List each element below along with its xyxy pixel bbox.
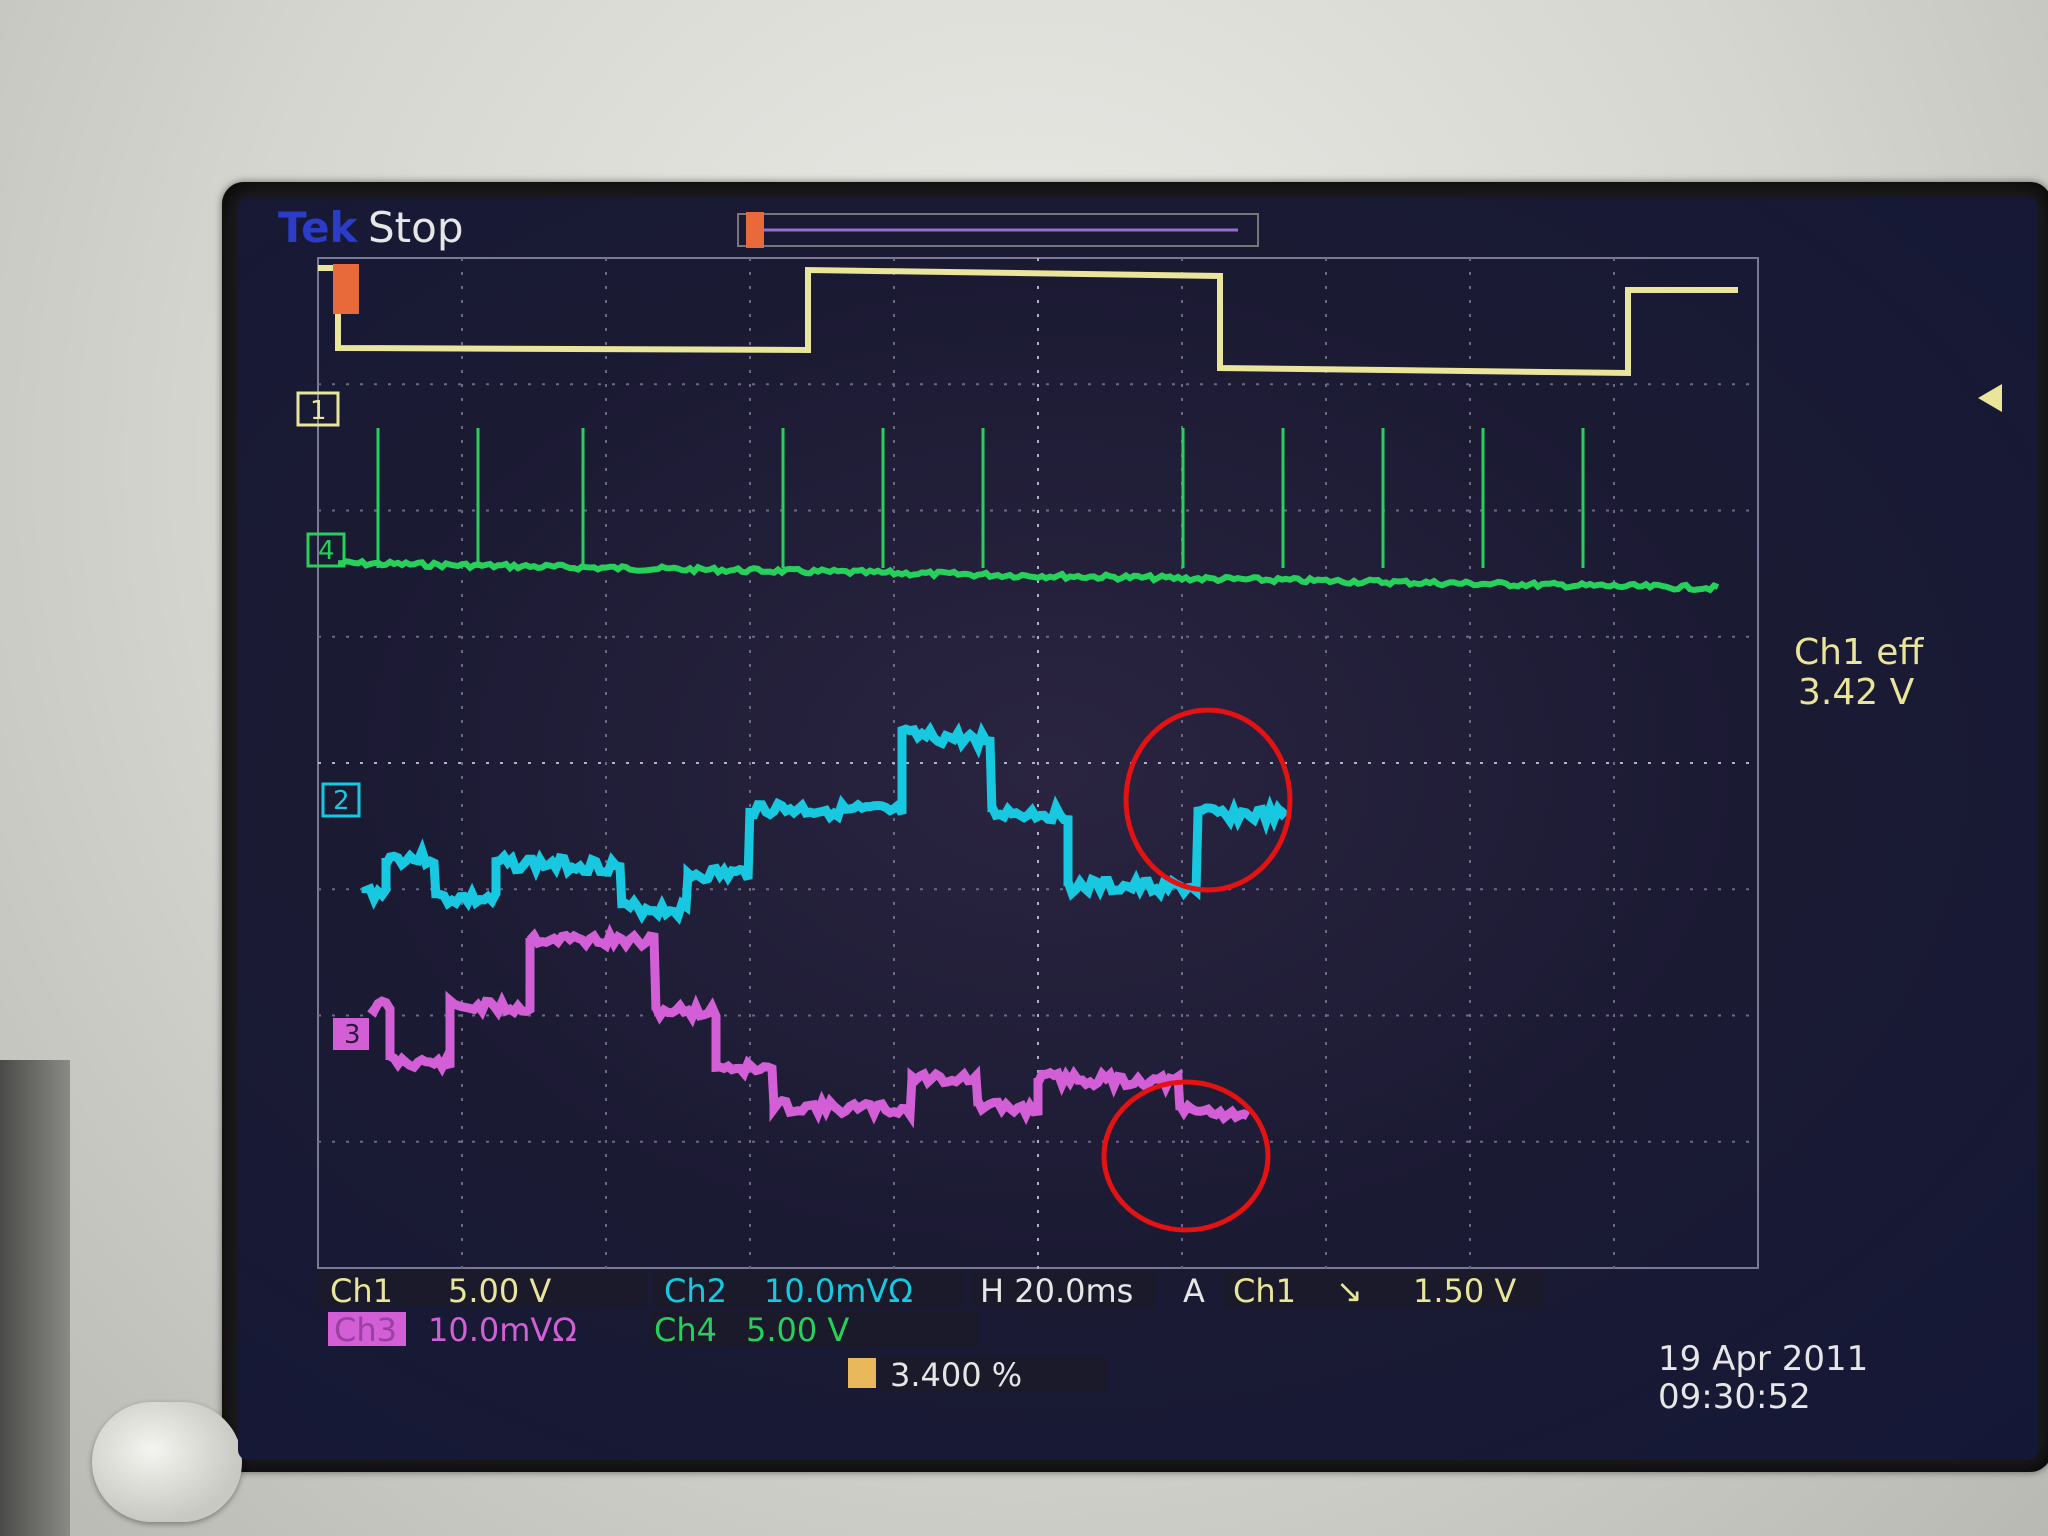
svg-text:3: 3 [344,1020,361,1050]
status-ch3-scale: 10.0mVΩ [428,1311,577,1349]
measurement-label: Ch1 eff [1794,632,1924,673]
ch3-label-box [328,1312,406,1346]
status-trigger-level: 1.50 V [1413,1272,1516,1310]
status-trigger-mode: A [1183,1272,1205,1310]
trigger-position-box [878,1356,1108,1392]
scope-screen: Tek Stop 1 4 2 3 [238,198,2038,1460]
ch3-marker: 3 [333,1018,369,1050]
svg-text:4: 4 [318,536,335,566]
status-ch2-scale: 10.0mVΩ [764,1272,913,1310]
measurement-value: 3.42 V [1798,672,1915,713]
status-ch4-scale: 5.00 V [746,1311,849,1349]
status-ch4-label: Ch4 [654,1311,717,1349]
status-ch1-label: Ch1 [330,1272,393,1310]
ch1-scale-box [318,1270,648,1308]
graticule-grid [318,258,1749,1269]
trigger-position-marker [746,212,764,248]
record-view-bar [737,213,1259,247]
svg-text:2: 2 [333,786,350,816]
status-time: 09:30:52 [1658,1377,1811,1417]
ch4-scale-box [650,1312,980,1348]
trace-ch2 [361,721,1290,925]
status-trigger-source: Ch1 [1233,1272,1296,1310]
status-date: 19 Apr 2011 [1658,1339,1868,1379]
svg-text:1: 1 [310,396,327,426]
trace-ch4-spikes [376,428,1585,568]
status-horizontal: H 20.0ms [980,1272,1133,1310]
trace-ch1 [318,265,1738,377]
trace-ch3 [367,923,1251,1129]
ch4-marker: 4 [306,532,346,568]
status-trigger-slope: ↘ [1336,1272,1363,1310]
bezel-left-edge [0,1060,70,1536]
annotation-circle-ch2 [1123,707,1293,893]
status-ch1-scale: 5.00 V [448,1272,551,1310]
trigger-position-icon [848,1358,876,1388]
scope-display: Tek Stop 1 4 2 3 [278,203,2002,1417]
trigger-level-arrow [1978,384,2002,412]
ch2-scale-box [654,1270,964,1308]
annotation-circle-ch3 [1101,1079,1271,1233]
ch1-marker: 1 [296,391,340,427]
ch2-marker: 2 [321,782,361,818]
trigger-marker [333,264,359,314]
horizontal-box [970,1270,1156,1308]
trigger-box [1223,1270,1543,1308]
status-ch3-label: Ch3 [334,1311,397,1349]
acquisition-state: Stop [368,203,463,252]
print-button[interactable] [92,1402,242,1522]
trace-ch4 [337,557,1720,594]
brand-label: Tek [278,203,359,252]
status-ch2-label: Ch2 [664,1272,727,1310]
status-trigger-position: 3.400 % [890,1356,1022,1394]
